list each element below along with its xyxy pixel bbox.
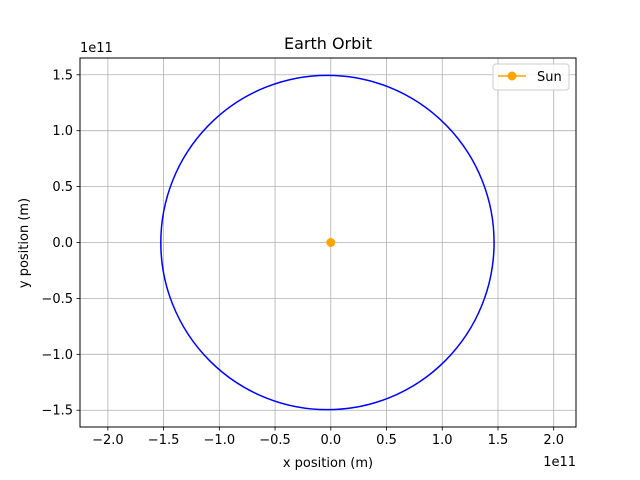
legend: Sun [492,63,570,91]
x-tick-label: 0.5 [376,433,397,448]
legend-box [492,63,570,91]
legend-sun-marker [507,71,517,81]
x-tick-label: 2.0 [543,433,564,448]
y-tick-label: −0.5 [41,292,73,307]
y-tick-label: −1.5 [41,404,73,419]
y-tick-label: −1.0 [41,348,73,363]
plot-area [160,74,495,411]
x-tick-label: 1.0 [432,433,453,448]
x-axis-offset-label: 1e11 [543,455,576,470]
y-axis-offset-label: 1e11 [80,41,113,56]
legend-sun-label: Sun [537,70,562,85]
y-tick-label: 1.0 [52,124,73,139]
x-axis-label: x position (m) [283,456,373,471]
y-tick-label: 1.5 [52,68,73,83]
y-axis-label: y position (m) [17,198,32,288]
x-tick-label: −1.0 [204,433,236,448]
chart-title: Earth Orbit [284,34,372,53]
y-tick-label: 0.5 [52,180,73,195]
y-tick-label: 0.0 [52,236,73,251]
earth-orbit-line [160,74,495,411]
x-tick-label: 1.5 [488,433,509,448]
x-tick-label: −2.0 [92,433,124,448]
x-axis-ticks: −2.0 −1.5 −1.0 −0.5 0.0 0.5 1.0 1.5 2.0 [92,427,564,448]
sun-marker [326,238,336,247]
y-axis-ticks: −1.5 −1.0 −0.5 0.0 0.5 1.0 1.5 [41,68,80,419]
x-tick-label: −1.5 [148,433,180,448]
x-tick-label: 0.0 [320,433,341,448]
x-tick-label: −0.5 [259,433,291,448]
